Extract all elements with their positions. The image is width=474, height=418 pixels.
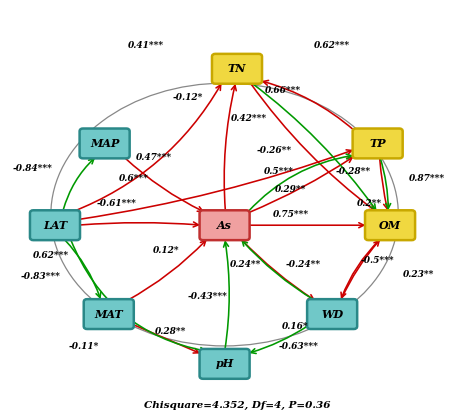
Text: -0.63***: -0.63***	[279, 342, 319, 351]
Text: -0.43***: -0.43***	[188, 292, 228, 301]
Text: 0.24**: 0.24**	[229, 260, 261, 269]
Text: -0.26**: -0.26**	[256, 146, 292, 155]
FancyBboxPatch shape	[80, 128, 130, 158]
Text: As: As	[217, 220, 232, 231]
Text: Chisquare=4.352, Df=4, P=0.36: Chisquare=4.352, Df=4, P=0.36	[144, 400, 330, 410]
Text: MAT: MAT	[94, 308, 123, 320]
Text: pH: pH	[216, 358, 234, 370]
Text: LAT: LAT	[43, 220, 67, 231]
Text: 0.16*: 0.16*	[282, 322, 308, 331]
Text: 0.75***: 0.75***	[273, 210, 309, 219]
Text: TP: TP	[369, 138, 386, 149]
Text: WD: WD	[321, 308, 343, 320]
Text: MAP: MAP	[90, 138, 119, 149]
Text: -0.84***: -0.84***	[12, 164, 52, 173]
Text: -0.12*: -0.12*	[172, 93, 202, 102]
Text: -0.24**: -0.24**	[286, 260, 321, 269]
Text: OM: OM	[379, 220, 401, 231]
FancyBboxPatch shape	[307, 299, 357, 329]
Text: 0.42***: 0.42***	[231, 114, 267, 123]
Text: 0.6***: 0.6***	[118, 174, 148, 184]
Text: -0.61***: -0.61***	[97, 199, 137, 209]
Text: -0.83***: -0.83***	[20, 272, 61, 281]
FancyBboxPatch shape	[200, 210, 250, 240]
Text: 0.12*: 0.12*	[154, 246, 180, 255]
FancyBboxPatch shape	[84, 299, 134, 329]
Text: 0.62***: 0.62***	[314, 41, 350, 50]
Text: 0.66***: 0.66***	[264, 86, 301, 94]
Text: 0.87***: 0.87***	[409, 174, 446, 184]
Text: 0.28**: 0.28**	[155, 327, 186, 336]
Text: 0.41***: 0.41***	[128, 41, 164, 50]
FancyBboxPatch shape	[200, 349, 250, 379]
Text: TN: TN	[228, 63, 246, 74]
FancyBboxPatch shape	[30, 210, 80, 240]
FancyBboxPatch shape	[365, 210, 415, 240]
Text: 0.23**: 0.23**	[403, 270, 435, 280]
FancyBboxPatch shape	[353, 128, 403, 158]
Text: 0.2**: 0.2**	[357, 199, 382, 209]
Text: -0.28**: -0.28**	[335, 167, 370, 176]
Text: 0.47***: 0.47***	[136, 153, 173, 162]
Text: -0.5***: -0.5***	[361, 256, 394, 265]
Text: 0.5***: 0.5***	[264, 167, 293, 176]
FancyBboxPatch shape	[212, 54, 262, 84]
Text: -0.11*: -0.11*	[69, 342, 99, 351]
Text: 0.29**: 0.29**	[275, 185, 307, 194]
Text: 0.62***: 0.62***	[33, 251, 69, 260]
